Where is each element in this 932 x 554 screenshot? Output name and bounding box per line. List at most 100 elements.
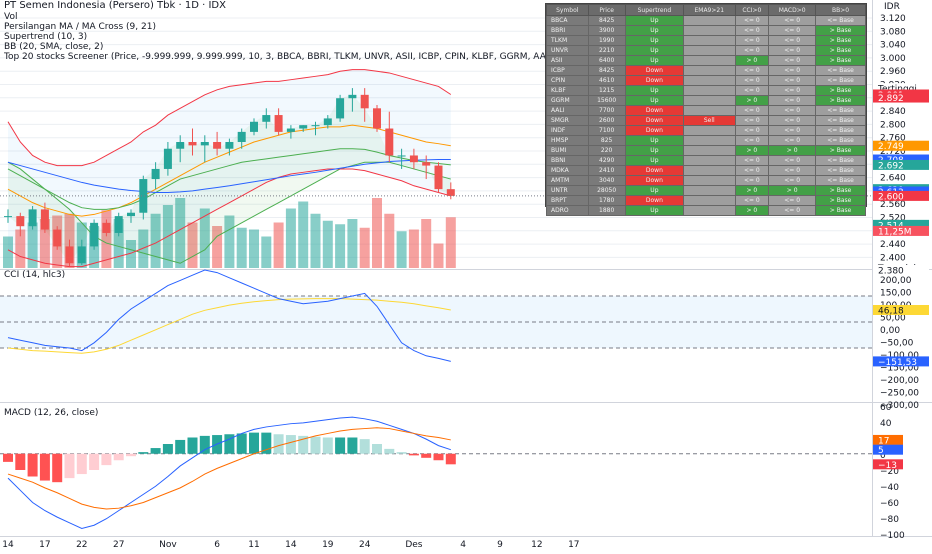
cci-tick-label: −300,00 — [880, 401, 919, 411]
candle-body — [360, 94, 369, 109]
screener-cell: <= 0 — [768, 135, 817, 146]
candle-body — [4, 216, 12, 218]
screener-cell: Up — [624, 45, 685, 56]
bb-upper-line — [7, 69, 452, 167]
price-tag-bg — [873, 265, 929, 275]
screener-cell: > 0 — [768, 145, 817, 156]
time-axis-label: 14 — [285, 540, 297, 550]
screener-row: INDF 7100 Down <= 0 <= 0 <= Base — [546, 125, 866, 136]
screener-row: MDKA 2410 Down <= 0 <= 0 <= Base — [546, 165, 866, 176]
screener-cell: <= 0 — [734, 155, 770, 166]
screener-cell: Down — [624, 165, 685, 176]
volume-bar — [433, 243, 444, 268]
screener-row: UNTR 28050 Up > 0 > 0 > Base — [546, 185, 866, 196]
candle-body — [311, 125, 320, 127]
screener-cell: <= 0 — [768, 45, 817, 56]
candle-body — [40, 209, 49, 230]
screener-cell: Up — [624, 15, 685, 26]
volume-bar — [421, 219, 432, 268]
legend-cci: CCI (14, hlc3) — [4, 270, 66, 280]
volume-bar — [15, 229, 26, 268]
screener-cell: BBNI — [546, 155, 589, 166]
screener-cell: Up — [624, 155, 685, 166]
candle-body — [348, 94, 357, 99]
volume-bar — [150, 213, 161, 268]
screener-cell: > Base — [815, 55, 866, 66]
macd-histogram-bar — [273, 434, 284, 454]
macd-histogram-bar — [396, 452, 407, 454]
price-tick-label: 3.080 — [880, 27, 906, 37]
screener-cell: BUMI — [546, 145, 589, 156]
candle-body — [77, 246, 86, 264]
time-axis-label: 27 — [113, 540, 124, 550]
screener-cell: <= 0 — [734, 25, 770, 36]
screener-cell: 3040 — [587, 175, 626, 186]
screener-cell: Up — [624, 55, 685, 66]
screener-cell: <= 0 — [768, 85, 817, 96]
macd-line — [7, 416, 451, 530]
macd-tick-label: 60 — [880, 403, 892, 413]
macd-tick-label: 0 — [880, 451, 886, 461]
screener-cell: ASII — [546, 55, 589, 66]
screener-cell: <= 0 — [768, 75, 817, 86]
volume-bar — [249, 229, 259, 268]
volume-bar — [396, 231, 407, 268]
screener-cell: > 0 — [768, 185, 817, 196]
macd-histogram-bar — [199, 435, 210, 454]
screener-cell: <= 0 — [734, 195, 770, 206]
time-axis-label: Des — [405, 540, 422, 550]
screener-cell: <= 0 — [768, 25, 817, 36]
screener-cell: <= 0 — [734, 45, 770, 56]
screener-cell — [683, 15, 736, 26]
price-tag: 11,25M — [873, 225, 929, 237]
screener-row: ICBP 8425 Down <= 0 <= 0 <= Base — [546, 65, 866, 76]
macd-histogram-bar — [175, 439, 186, 454]
cci-tick-label: 200,00 — [880, 276, 912, 286]
screener-cell: MDKA — [546, 165, 589, 176]
screener-cell: <= 0 — [734, 115, 770, 126]
candle-body — [225, 142, 234, 149]
screener-cell — [683, 65, 736, 76]
macd-histogram-bar — [261, 432, 272, 454]
screener-cell — [683, 55, 736, 66]
screener-cell: > Base — [815, 45, 866, 56]
cci-tick-label: −200,00 — [880, 376, 919, 386]
screener-cell: INDF — [546, 125, 589, 136]
price-tick-label: 3.040 — [880, 41, 906, 51]
screener-cell: BBRI — [546, 25, 589, 36]
price-tick-label: 2.800 — [880, 120, 906, 130]
screener-row: AMTM 3040 Down <= 0 <= 0 <= Base — [546, 175, 866, 186]
price-tick-label: 3.120 — [880, 14, 906, 24]
cci-tag: 46,18 — [873, 304, 929, 316]
volume-bar — [175, 198, 186, 268]
screener-cell: <= Base — [815, 135, 866, 146]
macd-histogram-bar — [322, 437, 333, 454]
macd-tick-label: −40 — [880, 483, 899, 493]
screener-cell: <= 0 — [734, 75, 770, 86]
price-tick-label: 2.760 — [880, 134, 906, 144]
cci-tick-label: 150,00 — [880, 289, 912, 299]
volume-bar — [261, 236, 272, 268]
price-tick-label: 2.400 — [880, 253, 906, 263]
chart-title: PT Semen Indonesia (Persero) Tbk · 1D · … — [4, 0, 226, 11]
price-tag-bg — [873, 225, 929, 236]
screener-cell: 4610 — [587, 75, 626, 86]
screener-cell: Sell — [683, 115, 736, 126]
cci-ma-line — [7, 298, 451, 354]
screener-header-cell: MACD>0 — [768, 4, 817, 16]
price-tick-label: 2.960 — [880, 67, 906, 77]
cci-tag-label: −151,53 — [878, 358, 917, 368]
macd-tag-bg — [873, 434, 903, 445]
screener-cell: > Base — [815, 85, 866, 96]
screener-cell: <= 0 — [734, 35, 770, 46]
macd-tag-label: 17 — [878, 436, 889, 446]
screener-cell: Up — [624, 85, 685, 96]
screener-cell: <= 0 — [768, 165, 817, 176]
screener-cell: 2210 — [587, 45, 626, 56]
macd-histogram-bar — [445, 453, 456, 465]
price-tag-label: 2.380 — [878, 267, 904, 277]
screener-cell: Down — [624, 75, 685, 86]
macd-histogram-bar — [89, 453, 100, 470]
